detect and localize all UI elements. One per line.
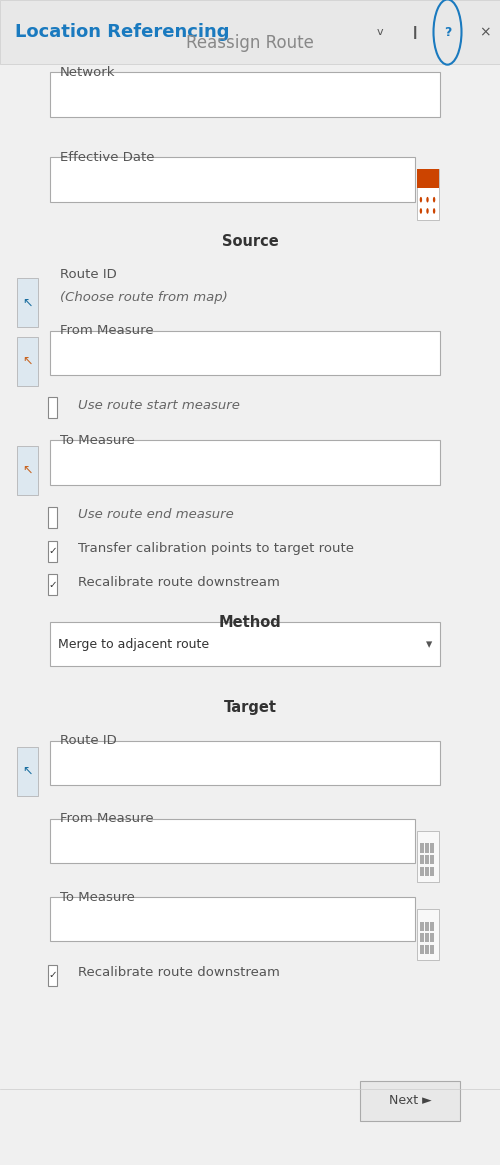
Bar bbox=[430, 922, 434, 931]
Bar bbox=[430, 867, 434, 876]
Text: ↖: ↖ bbox=[22, 764, 33, 778]
Bar bbox=[50, 897, 415, 941]
Text: To Measure: To Measure bbox=[60, 433, 135, 447]
Text: Route ID: Route ID bbox=[60, 268, 117, 282]
Bar bbox=[420, 855, 424, 864]
Bar bbox=[48, 507, 57, 528]
Circle shape bbox=[420, 197, 422, 203]
Text: Recalibrate route downstream: Recalibrate route downstream bbox=[78, 576, 280, 589]
Text: From Measure: From Measure bbox=[60, 324, 154, 338]
Bar bbox=[430, 933, 434, 942]
Bar bbox=[48, 574, 57, 595]
Bar bbox=[425, 867, 428, 876]
Bar bbox=[425, 855, 428, 864]
Bar bbox=[50, 622, 440, 666]
Bar bbox=[50, 741, 440, 785]
Bar bbox=[420, 922, 424, 931]
Bar bbox=[425, 843, 428, 853]
Text: ✓: ✓ bbox=[48, 970, 57, 980]
Circle shape bbox=[420, 209, 422, 214]
Bar bbox=[420, 843, 424, 853]
Bar bbox=[430, 855, 434, 864]
Bar bbox=[416, 169, 438, 189]
Bar bbox=[430, 945, 434, 954]
Text: Recalibrate route downstream: Recalibrate route downstream bbox=[78, 966, 280, 980]
Bar bbox=[50, 157, 415, 202]
Bar bbox=[420, 867, 424, 876]
Text: Method: Method bbox=[218, 615, 282, 629]
Text: (Choose route from map): (Choose route from map) bbox=[60, 290, 228, 304]
Text: Transfer calibration points to target route: Transfer calibration points to target ro… bbox=[78, 542, 353, 556]
Bar bbox=[425, 922, 428, 931]
Bar bbox=[17, 446, 38, 495]
Text: ❙: ❙ bbox=[410, 26, 420, 38]
Text: ↖: ↖ bbox=[22, 296, 33, 310]
Bar bbox=[17, 337, 38, 386]
Text: ▾: ▾ bbox=[426, 637, 432, 651]
Text: Target: Target bbox=[224, 700, 276, 714]
Text: From Measure: From Measure bbox=[60, 812, 154, 826]
Bar bbox=[420, 933, 424, 942]
Text: ✓: ✓ bbox=[48, 580, 57, 589]
Text: ✓: ✓ bbox=[48, 546, 57, 556]
Bar bbox=[420, 945, 424, 954]
Circle shape bbox=[433, 197, 436, 203]
Text: ?: ? bbox=[444, 26, 451, 38]
Bar bbox=[48, 541, 57, 562]
Text: ×: × bbox=[479, 24, 491, 40]
Text: Use route end measure: Use route end measure bbox=[78, 508, 233, 522]
Bar bbox=[360, 1081, 460, 1121]
Text: Merge to adjacent route: Merge to adjacent route bbox=[58, 637, 208, 651]
Bar bbox=[48, 965, 57, 986]
Bar bbox=[17, 747, 38, 796]
Text: Route ID: Route ID bbox=[60, 734, 117, 748]
Bar bbox=[50, 440, 440, 485]
Bar bbox=[48, 397, 57, 418]
Bar bbox=[50, 72, 440, 117]
Bar bbox=[416, 169, 438, 220]
Bar bbox=[430, 843, 434, 853]
Text: Next ►: Next ► bbox=[388, 1094, 432, 1108]
Bar bbox=[425, 945, 428, 954]
Text: To Measure: To Measure bbox=[60, 890, 135, 904]
Bar bbox=[17, 278, 38, 327]
Bar bbox=[416, 831, 438, 882]
Circle shape bbox=[426, 209, 428, 214]
Bar bbox=[50, 331, 440, 375]
Circle shape bbox=[426, 197, 428, 203]
Text: Reassign Route: Reassign Route bbox=[186, 34, 314, 52]
Bar bbox=[50, 819, 415, 863]
Text: Source: Source bbox=[222, 234, 278, 248]
Text: Effective Date: Effective Date bbox=[60, 150, 154, 164]
Text: ↖: ↖ bbox=[22, 464, 33, 478]
Bar bbox=[416, 909, 438, 960]
Text: ↖: ↖ bbox=[22, 354, 33, 368]
Bar bbox=[425, 933, 428, 942]
Text: Location Referencing: Location Referencing bbox=[15, 23, 230, 41]
Text: v: v bbox=[376, 27, 384, 37]
Text: Network: Network bbox=[60, 65, 116, 79]
Circle shape bbox=[433, 209, 436, 214]
Bar bbox=[0, 0, 500, 64]
Text: Use route start measure: Use route start measure bbox=[78, 398, 239, 412]
